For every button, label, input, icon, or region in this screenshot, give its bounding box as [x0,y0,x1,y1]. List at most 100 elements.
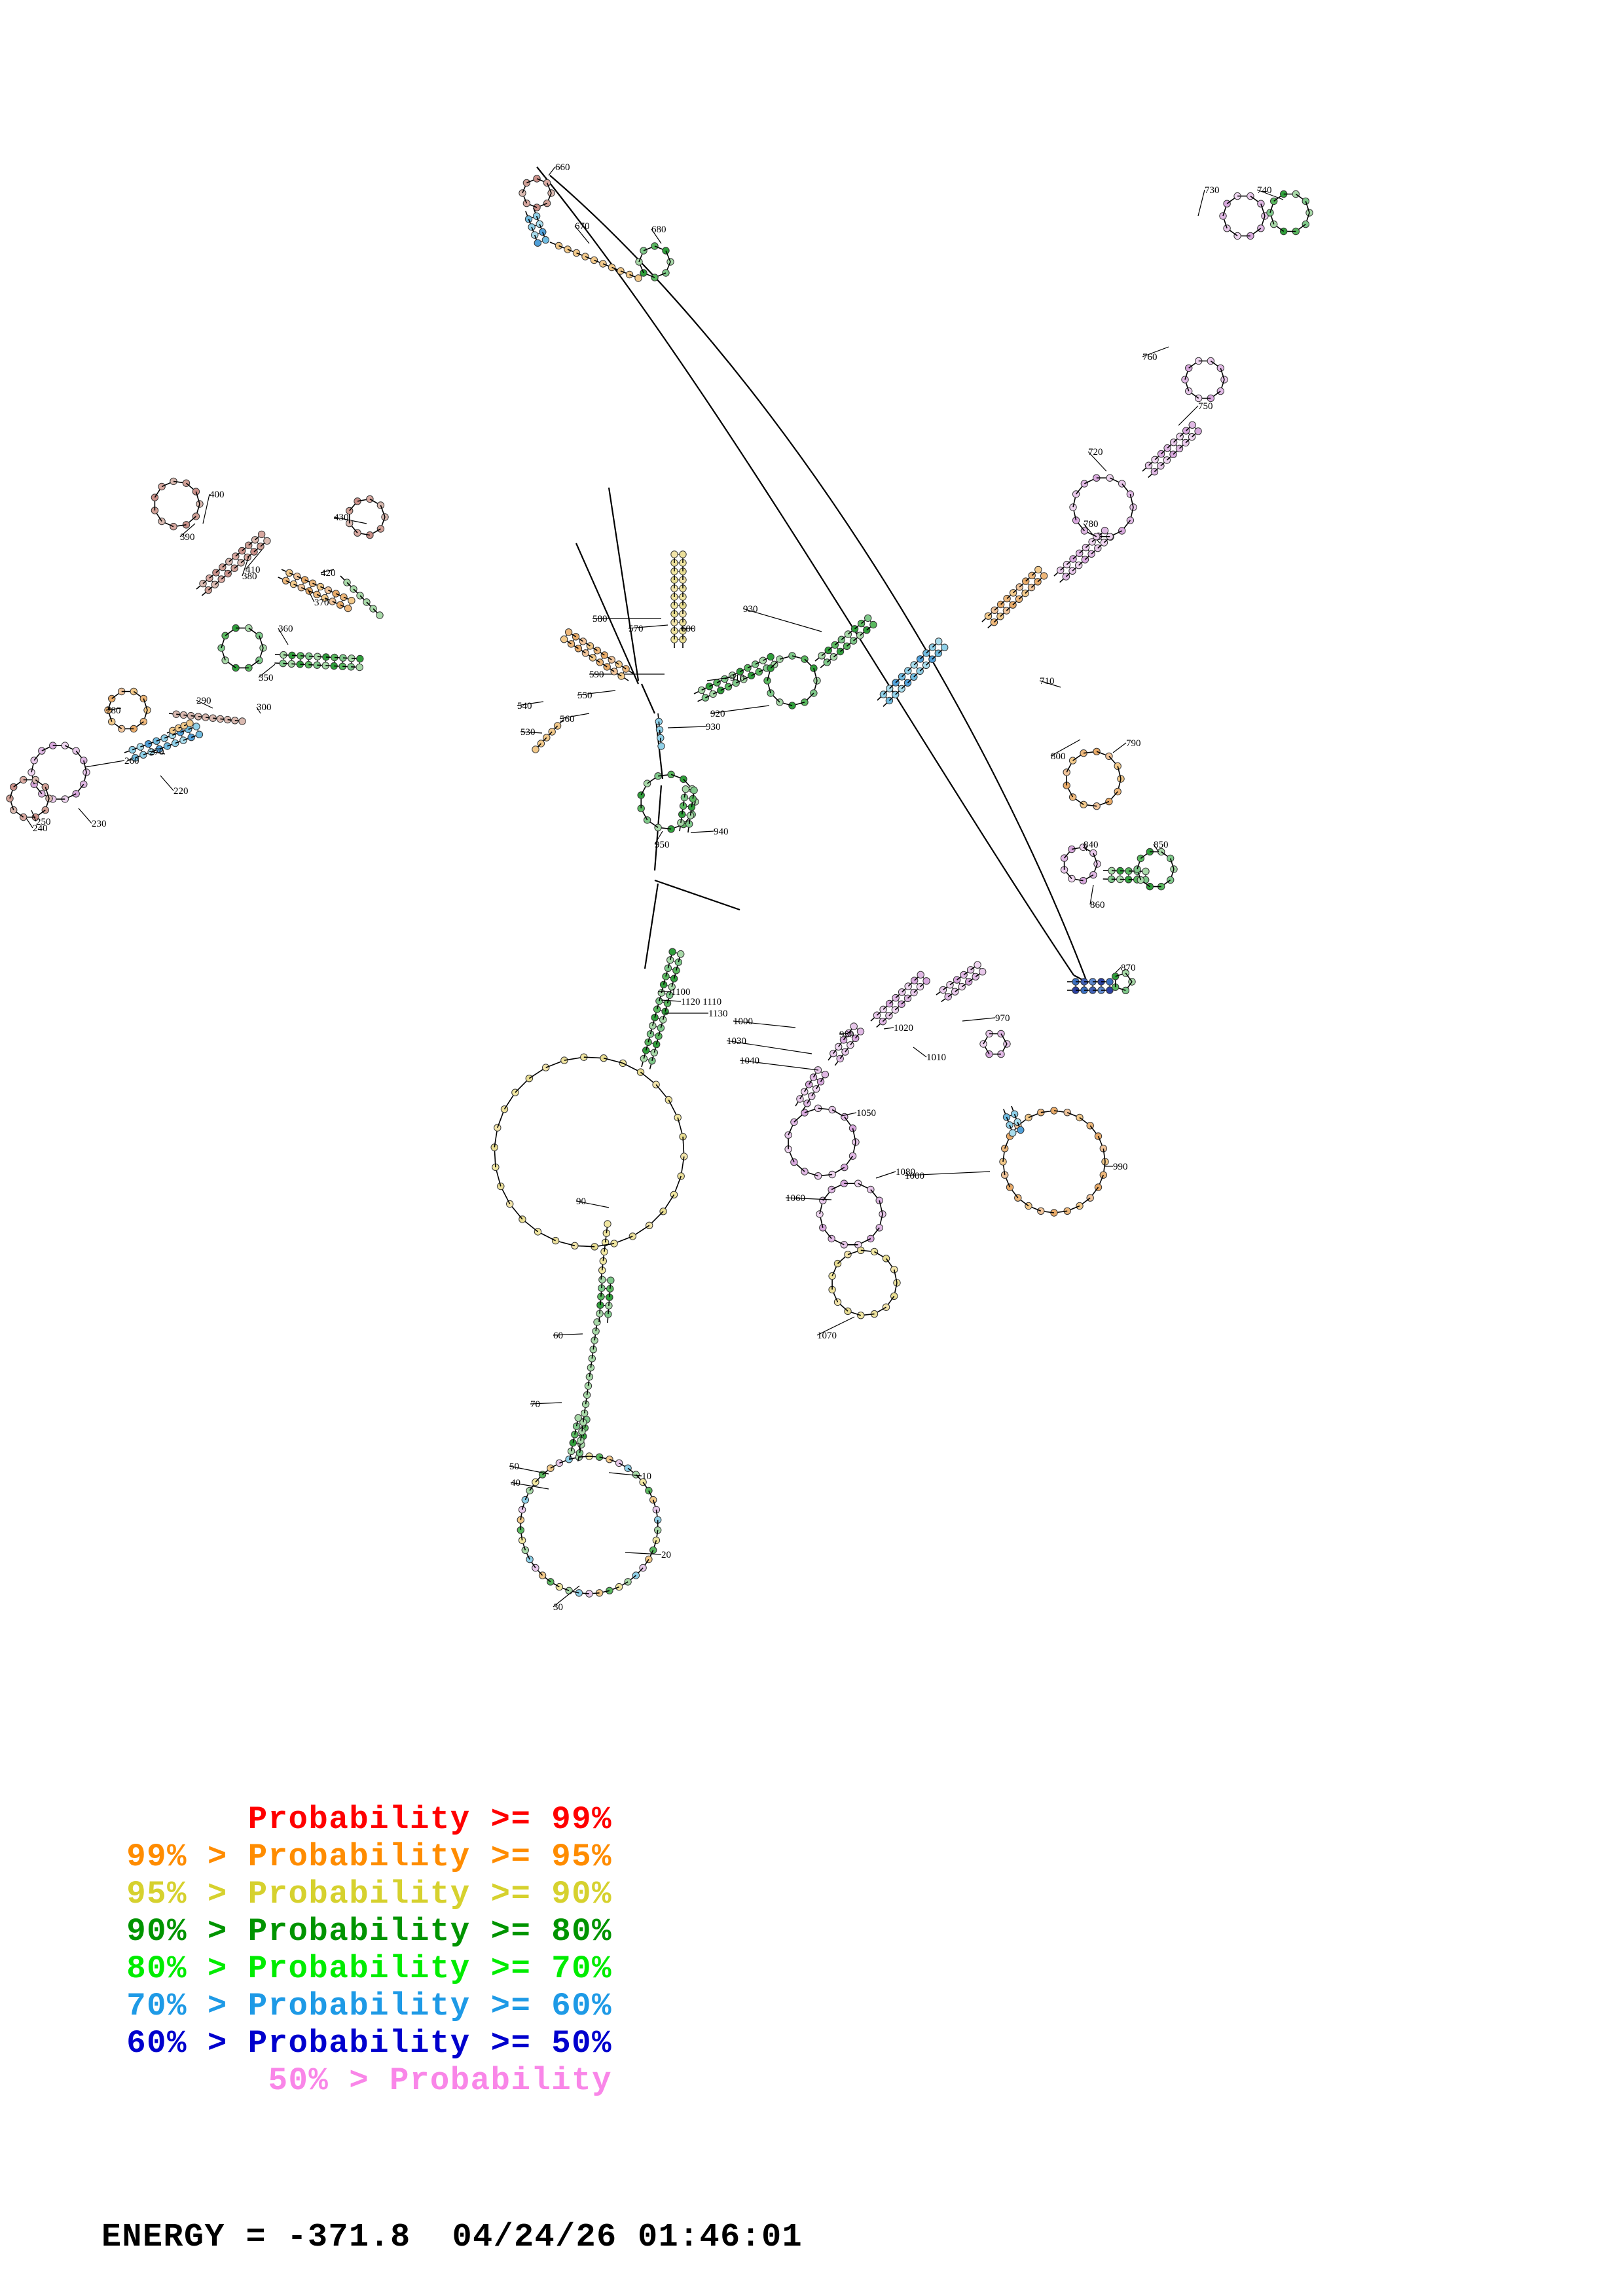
backbone-segment [574,225,590,244]
position-label: 740 [1257,185,1272,196]
legend-row: 50% > Probability [268,2062,612,2099]
nucleotide [941,643,949,651]
position-label: 260 [124,756,139,766]
nucleotide [598,1276,606,1283]
nucleotide [108,717,116,726]
nucleotide [643,780,651,787]
nucleotide [657,1024,665,1032]
nucleotide [263,537,271,545]
backbone-segment [559,713,590,719]
nucleotide [1146,882,1154,891]
backbone-segment [380,505,386,518]
nucleotide [850,1022,858,1030]
nucleotide [528,223,536,231]
backbone-segment [1260,203,1266,217]
backbone-segment [520,731,543,734]
backbone-segment [179,523,196,537]
position-label: 400 [210,490,225,500]
nucleotide [1106,986,1114,994]
backbone-segment [149,751,166,755]
backbone-segment [517,701,544,706]
position-label: 850 [1154,840,1169,850]
backbone-segment [242,556,249,577]
backbone-segment [548,166,556,176]
backbone-lines [536,166,1089,984]
backbone-segment [852,1128,856,1143]
nucleotide [805,1081,813,1088]
position-label: 750 [1198,401,1213,412]
backbone-segment [575,1200,610,1208]
backbone-segment [1129,493,1134,508]
position-label: 370 [314,598,329,608]
position-label: 390 [180,532,195,543]
position-label: 950 [655,840,670,850]
nucleotide [1017,1126,1025,1134]
nucleotide [640,1054,648,1063]
backbone-segment [690,831,714,833]
nucleotide [833,1298,842,1306]
position-label: 350 [259,673,274,683]
position-label: 270 [149,747,164,757]
position-label: 760 [1142,352,1158,363]
nucleotide [607,1276,615,1284]
position-label: 540 [517,701,532,711]
backbone-segment [84,760,125,768]
position-label: 1000 [905,1171,924,1181]
nucleotide [128,745,136,754]
backbone-segment [307,588,315,603]
nucleotide [814,1172,822,1180]
backbone-segment [839,1032,852,1035]
position-label: 1100 [671,987,690,997]
nucleotide [1072,516,1080,524]
nucleotide [1101,526,1109,535]
nucleotide [221,632,229,639]
nucleotide [543,179,551,187]
nucleotide [282,577,290,584]
position-label: 420 [321,568,336,579]
nucleotide [974,961,981,969]
nucleotide [679,550,687,558]
position-label: 90 [576,1196,586,1207]
position-label: 1080 [896,1167,915,1177]
backbone-segment [278,628,289,645]
backbone-segment [530,1402,562,1405]
backbone-segment [1220,368,1225,380]
position-label: 40 [511,1478,520,1488]
backbone-segment [1039,680,1061,688]
nucleotide [1223,224,1231,232]
backbone-segment [706,677,731,681]
nucleotide [564,628,573,636]
legend-row: 60% > Probability >= 50% [126,2025,612,2062]
position-label: 430 [334,512,349,523]
nucleotide [1106,978,1114,986]
nucleotide [653,1005,661,1013]
nucleotide [344,604,352,613]
position-label: 680 [651,224,666,235]
legend-row: 99% > Probability >= 95% [126,1839,612,1875]
nucleotide [935,637,943,645]
backbone-segment [1117,766,1122,780]
position-label: 1120 1110 [681,997,721,1007]
backbone-segment [1083,844,1087,852]
nucleotide [179,736,187,744]
position-label: 60 [553,1331,563,1341]
nucleotide [255,632,263,639]
backbone-segment [875,1171,896,1179]
nucleotide [682,785,690,793]
position-label: 780 [1084,519,1099,529]
backbone-segment [816,1316,855,1336]
backbone-segment [78,808,92,824]
backbone-segment [509,1465,549,1475]
position-label: 1020 [894,1023,913,1033]
position-label: 70 [530,1399,540,1410]
backbone-segment [654,831,663,845]
nucleotide [790,1158,798,1166]
backbone-segment [245,549,263,570]
backbone-segment [733,1020,796,1028]
nucleotide [187,733,195,742]
nucleotide [542,1064,550,1071]
nucleotide [10,783,18,791]
position-label: 670 [575,221,590,232]
backbone-segment [739,1060,819,1071]
